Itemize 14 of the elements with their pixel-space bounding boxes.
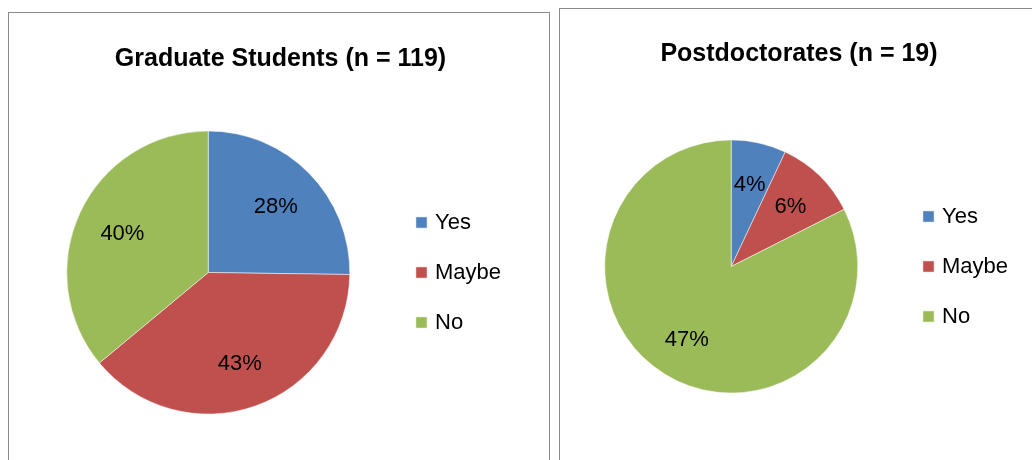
legend-label: Yes — [435, 209, 471, 235]
legend-label: Maybe — [435, 259, 502, 285]
chart-title: Graduate Students (n = 119) — [114, 43, 447, 71]
data-label: 6% — [774, 193, 807, 219]
data-label: 47% — [664, 326, 709, 352]
legend-label: No — [942, 303, 971, 329]
chart-title: Postdoctorates (n = 19) — [660, 38, 938, 66]
legend-label: No — [435, 309, 464, 335]
data-label: 43% — [217, 349, 262, 375]
data-label: 40% — [100, 219, 145, 245]
legend-label: Maybe — [942, 253, 1009, 279]
legend-label: Yes — [942, 203, 978, 229]
data-label: 4% — [733, 171, 766, 197]
data-label: 28% — [253, 193, 298, 219]
